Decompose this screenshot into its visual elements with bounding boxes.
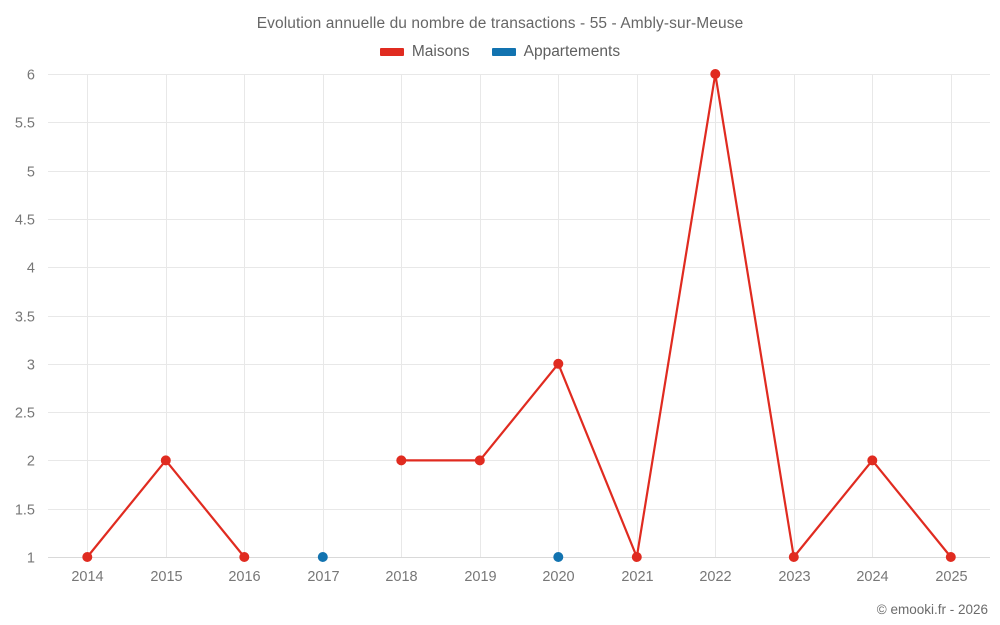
grid-lines xyxy=(48,74,990,558)
x-axis-tick-label: 2014 xyxy=(71,569,103,585)
chart-title: Evolution annuelle du nombre de transact… xyxy=(256,15,744,32)
data-point-appartements[interactable] xyxy=(553,552,564,562)
x-axis-tick-label: 2025 xyxy=(935,569,967,585)
series-line-maisons xyxy=(86,459,246,559)
x-axis-tick-label: 2018 xyxy=(385,569,417,585)
data-point-maisons[interactable] xyxy=(867,455,878,466)
x-axis-tick-label: 2022 xyxy=(699,569,731,585)
x-axis-tick-label: 2020 xyxy=(542,569,574,585)
data-point-maisons[interactable] xyxy=(160,455,171,466)
legend-swatch-icon xyxy=(491,47,516,56)
data-point-maisons[interactable] xyxy=(945,552,956,562)
data-point-appartements[interactable] xyxy=(317,552,328,562)
x-axis-tick-label: 2024 xyxy=(856,569,888,585)
y-axis-tick-label: 4.5 xyxy=(15,213,35,229)
y-axis-tick-labels: 1 1.5 2 2.5 3 3.5 4 4.5 5 5.5 6 xyxy=(15,68,35,567)
y-axis-tick-label: 3.5 xyxy=(15,310,35,326)
legend-label: Appartements xyxy=(523,43,621,60)
data-point-maisons[interactable] xyxy=(631,552,642,562)
copyright-credit: © emooki.fr - 2026 xyxy=(876,602,988,617)
x-axis-tick-labels: 2014 2015 2016 2017 2018 2019 2020 2021 2022 2023… xyxy=(71,569,967,585)
x-axis-tick-label: 2016 xyxy=(228,569,260,585)
data-point-maisons[interactable] xyxy=(239,552,250,562)
legend-item-appartements[interactable]: Appartements xyxy=(491,43,621,60)
chart-legend: Maisons Appartements xyxy=(0,44,1000,60)
y-axis-tick-label: 3 xyxy=(27,358,35,374)
x-axis-tick-label: 2023 xyxy=(778,569,810,585)
y-axis-tick-label: 2 xyxy=(27,454,35,470)
y-axis-tick-label: 1 xyxy=(27,551,35,567)
y-axis-tick-label: 6 xyxy=(27,68,35,84)
data-point-maisons[interactable] xyxy=(788,552,799,562)
data-point-maisons[interactable] xyxy=(553,358,564,369)
x-axis-tick-label: 2021 xyxy=(621,569,653,585)
legend-swatch-icon xyxy=(379,47,404,56)
data-point-maisons[interactable] xyxy=(710,69,721,79)
data-point-maisons[interactable] xyxy=(396,455,407,466)
legend-item-maisons[interactable]: Maisons xyxy=(379,43,470,60)
data-point-maisons[interactable] xyxy=(82,552,93,562)
y-axis-tick-label: 4 xyxy=(27,261,35,277)
y-axis-tick-label: 1.5 xyxy=(15,503,35,519)
data-series xyxy=(82,69,956,562)
y-axis-tick-label: 2.5 xyxy=(15,406,35,422)
legend-label: Maisons xyxy=(411,43,470,60)
x-axis-tick-label: 2015 xyxy=(150,569,182,585)
x-axis-tick-label: 2017 xyxy=(307,569,339,585)
data-point-maisons[interactable] xyxy=(474,455,485,466)
y-axis-tick-label: 5 xyxy=(27,165,35,181)
series-line-maisons xyxy=(400,72,952,559)
x-axis-tick-label: 2019 xyxy=(464,569,496,585)
y-axis-tick-label: 5.5 xyxy=(15,116,35,132)
